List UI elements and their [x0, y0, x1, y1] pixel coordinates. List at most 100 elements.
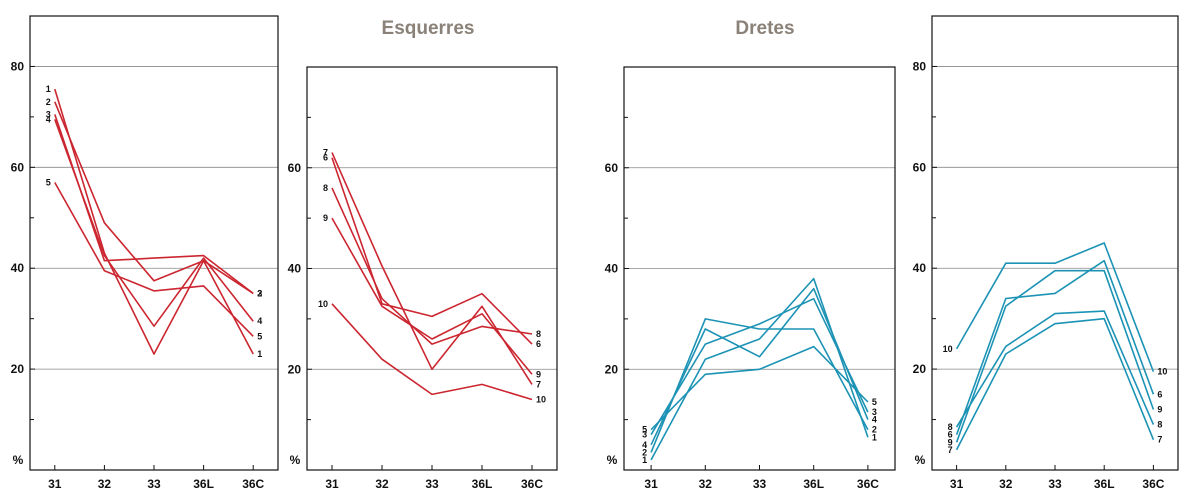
x-tick-label: 32 — [375, 477, 389, 491]
series-label-start: 5 — [46, 177, 51, 187]
series-label-end: 6 — [536, 339, 541, 349]
series-label-start: 5 — [642, 425, 647, 435]
y-tick-label: 20 — [11, 362, 25, 376]
plot-frame — [29, 15, 279, 471]
series-label-start: 4 — [642, 440, 647, 450]
x-tick-label: 32 — [699, 477, 713, 491]
series-label-end: 2 — [257, 288, 262, 298]
series-line-10 — [331, 303, 533, 401]
series-label-end: 3 — [257, 288, 262, 298]
y-tick-label: 20 — [605, 362, 619, 376]
series-line-8 — [955, 310, 1155, 428]
series-line-1 — [54, 88, 254, 355]
series-label-end: 8 — [536, 329, 541, 339]
series-line-6 — [331, 157, 533, 345]
group-title-left: Esquerres — [382, 18, 475, 39]
series-label-start: 9 — [948, 437, 953, 447]
series-label-start: 2 — [642, 447, 647, 457]
x-tick-label: 36L — [803, 477, 824, 491]
series-label-start: 4 — [46, 114, 51, 124]
x-tick-label: 33 — [425, 477, 439, 491]
y-tick-label: 40 — [605, 262, 619, 276]
series-label-end: 1 — [872, 432, 877, 442]
series-line-9 — [955, 269, 1155, 443]
y-tick-label: 60 — [288, 161, 302, 175]
series-label-start: 1 — [642, 455, 647, 465]
x-tick-label: 33 — [147, 477, 161, 491]
series-line-2 — [54, 101, 254, 295]
series-label-end: 6 — [1157, 389, 1162, 399]
x-tick-label: 33 — [753, 477, 767, 491]
series-line-10 — [955, 242, 1155, 372]
x-tick-label: 33 — [1048, 477, 1062, 491]
series-line-3 — [650, 297, 869, 436]
series-line-8 — [331, 187, 533, 345]
series-label-start: 1 — [46, 84, 51, 94]
series-label-end: 2 — [872, 425, 877, 435]
x-tick-label: 36L — [193, 477, 214, 491]
series-line-2 — [650, 318, 869, 453]
series-label-end: 4 — [872, 415, 877, 425]
x-tick-label: 36C — [521, 477, 543, 491]
y-tick-label: 40 — [913, 261, 927, 275]
series-label-start: 3 — [642, 430, 647, 440]
x-tick-label: 31 — [325, 477, 339, 491]
series-label-end: 10 — [536, 394, 546, 404]
series-line-5 — [650, 345, 869, 431]
y-unit-label: % — [290, 453, 301, 467]
x-tick-label: 36C — [1142, 477, 1164, 491]
series-label-end: 9 — [1157, 404, 1162, 414]
series-label-start: 7 — [948, 445, 953, 455]
series-line-7 — [331, 152, 533, 385]
series-label-start: 6 — [948, 430, 953, 440]
group-title-right: Dretes — [735, 18, 794, 39]
series-label-start: 2 — [46, 97, 51, 107]
series-label-start: 10 — [943, 344, 953, 354]
y-tick-label: 60 — [11, 160, 25, 174]
series-label-end: 1 — [257, 349, 262, 359]
series-label-end: 5 — [872, 397, 877, 407]
y-tick-label: 80 — [11, 59, 25, 73]
y-tick-label: 20 — [913, 362, 927, 376]
y-tick-label: 60 — [913, 160, 927, 174]
series-line-3 — [54, 114, 254, 295]
y-unit-label: % — [915, 453, 926, 467]
series-line-7 — [955, 317, 1155, 451]
y-tick-label: 60 — [605, 161, 619, 175]
series-label-end: 7 — [536, 379, 541, 389]
x-tick-label: 31 — [644, 477, 658, 491]
series-line-1 — [650, 277, 869, 461]
series-label-end: 5 — [257, 331, 262, 341]
series-label-end: 10 — [1157, 367, 1167, 377]
series-label-start: 10 — [318, 299, 328, 309]
y-tick-label: 20 — [288, 362, 302, 376]
series-line-5 — [54, 182, 254, 337]
series-label-start: 3 — [46, 109, 51, 119]
y-tick-label: 40 — [11, 261, 25, 275]
y-unit-label: % — [607, 453, 618, 467]
x-tick-label: 31 — [48, 477, 62, 491]
series-label-end: 3 — [872, 407, 877, 417]
series-label-start: 9 — [323, 213, 328, 223]
x-tick-label: 32 — [98, 477, 112, 491]
series-line-4 — [650, 287, 869, 446]
x-tick-label: 31 — [950, 477, 964, 491]
series-line-4 — [54, 119, 254, 328]
x-tick-label: 32 — [999, 477, 1013, 491]
y-unit-label: % — [13, 453, 24, 467]
x-tick-label: 36C — [857, 477, 879, 491]
series-label-start: 6 — [323, 153, 328, 163]
y-tick-label: 40 — [288, 262, 302, 276]
x-tick-label: 36L — [472, 477, 493, 491]
y-tick-label: 80 — [913, 59, 927, 73]
series-line-6 — [955, 259, 1155, 435]
series-label-end: 8 — [1157, 420, 1162, 430]
series-label-end: 4 — [257, 316, 262, 326]
series-label-start: 8 — [323, 183, 328, 193]
